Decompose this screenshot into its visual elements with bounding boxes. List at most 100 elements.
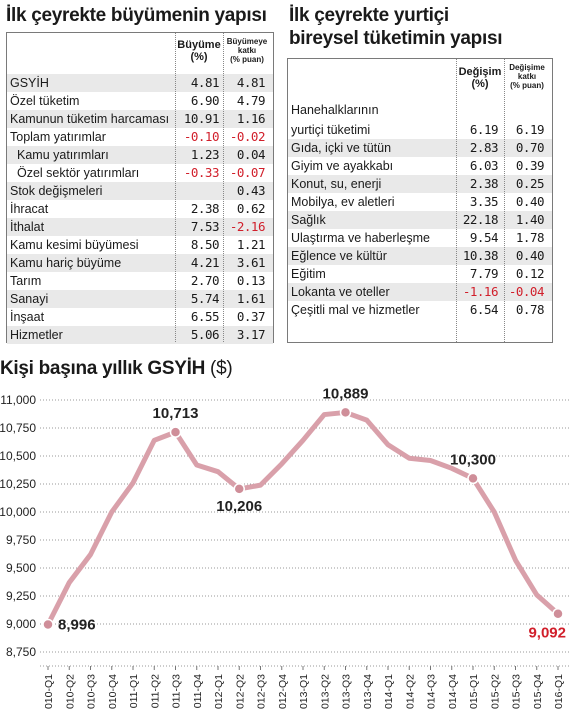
row-label: Giyim ve ayakkabı <box>291 159 394 173</box>
chart-title-text: Kişi başına yıllık GSYİH <box>0 358 206 379</box>
row-value: -1.16 <box>462 284 499 299</box>
table-row: Giyim ve ayakkabı 6.03 0.39 <box>288 157 552 175</box>
row-value: 7.53 <box>190 219 220 234</box>
row-label: Kamu kesimi büyümesi <box>10 238 139 252</box>
col-divider <box>175 33 176 342</box>
row-label: Konut, su, enerji <box>291 177 382 191</box>
table-row: İthalat 7.53 -2.16 <box>7 218 273 236</box>
row-label: Kamu yatırımları <box>17 148 109 162</box>
row-label: yurtiçi tüketimi <box>291 123 371 137</box>
row-label: Özel tüketim <box>10 94 80 108</box>
data-label: 8,996 <box>58 616 96 633</box>
data-point-marker <box>42 618 54 631</box>
data-label: 10,300 <box>450 451 496 468</box>
table-row: Konut, su, enerji 2.38 0.25 <box>288 175 552 193</box>
row-value: 2.70 <box>190 273 220 288</box>
chart-title: Kişi başına yıllık GSYİH ($) <box>0 358 233 380</box>
table-row: Stok değişmeleri 0.43 <box>7 182 273 200</box>
row-value: 7.79 <box>469 266 499 281</box>
row-value: 6.55 <box>190 309 220 324</box>
row-label: İthalat <box>10 220 45 234</box>
table-row: İnşaat 6.55 0.37 <box>7 308 273 326</box>
row-label: Toplam yatırımlar <box>10 130 106 144</box>
table-row: Gıda, içki ve tütün 2.83 0.70 <box>288 139 552 157</box>
row-label: İnşaat <box>10 310 45 324</box>
table-row: yurtiçi tüketimi 6.19 6.19 <box>288 121 552 139</box>
row-contribution: -2.16 <box>229 219 266 234</box>
row-label: Sanayi <box>10 292 49 306</box>
table-row: Kamunun tüketim harcaması 10.91 1.16 <box>7 110 273 128</box>
row-label: Hizmetler <box>10 328 63 342</box>
col-divider <box>504 59 505 342</box>
growth-structure-title: İlk çeyrekte büyümenin yapısı <box>6 5 267 26</box>
growth-rows: GSYİH 4.81 4.81 Özel tüketim 6.90 4.79 Kamunun… <box>7 74 273 344</box>
row-contribution: 0.04 <box>236 147 266 162</box>
row-contribution: 0.12 <box>515 266 545 281</box>
consumption-structure-table: Değişim (%) Değişime katkı (% puan) Hane… <box>287 58 553 343</box>
x-tick-label: 015-Q3 <box>511 674 523 709</box>
row-contribution: 0.37 <box>236 309 266 324</box>
y-tick-label: 10,750 <box>0 421 36 435</box>
table-row: Kamu hariç büyüme 4.21 3.61 <box>7 254 273 272</box>
x-tick-label: 013-Q4 <box>362 674 374 709</box>
row-value: 6.03 <box>469 158 499 173</box>
row-label: Tarım <box>10 274 42 288</box>
x-tick-label: 015-Q2 <box>489 674 501 709</box>
row-contribution: 0.40 <box>515 248 545 263</box>
row-value: 10.38 <box>462 248 499 263</box>
table-row: Sağlık 22.18 1.40 <box>288 211 552 229</box>
consumption-structure-panel: İlk çeyrekte yurtiçi bireysel tüketimin … <box>283 0 571 345</box>
growth-structure-panel: İlk çeyrekte büyümenin yapısı Büyüme (%)… <box>0 0 278 345</box>
row-contribution: 1.78 <box>515 230 545 245</box>
table-row: Eğitim 7.79 0.12 <box>288 265 552 283</box>
x-tick-label: 014-Q3 <box>426 674 438 709</box>
x-tick-label: 014-Q4 <box>447 674 459 709</box>
consumption-structure-title: İlk çeyrekte yurtiçi bireysel tüketimin … <box>289 5 503 49</box>
row-label: Özel sektör yatırımları <box>17 166 140 180</box>
data-label: 10,889 <box>323 385 369 402</box>
row-contribution: 1.40 <box>515 212 545 227</box>
row-label: Gıda, içki ve tütün <box>291 141 392 155</box>
x-tick-label: 010-Q1 <box>43 674 55 709</box>
y-tick-label: 9,000 <box>6 617 36 631</box>
y-tick-label: 10,000 <box>0 505 36 519</box>
col-divider <box>456 59 457 342</box>
x-tick-label: 010-Q4 <box>107 674 119 709</box>
data-point-marker <box>552 607 564 620</box>
table-row: İhracat 2.38 0.62 <box>7 200 273 218</box>
row-contribution: 3.61 <box>236 255 266 270</box>
x-tick-label: 015-Q1 <box>468 674 480 709</box>
x-tick-label: 015-Q4 <box>532 674 544 709</box>
row-contribution: 0.62 <box>236 201 266 216</box>
row-contribution: 0.13 <box>236 273 266 288</box>
row-label: GSYİH <box>10 76 49 90</box>
row-value: 2.38 <box>190 201 220 216</box>
row-contribution: -0.04 <box>508 284 545 299</box>
x-tick-label: 011-Q1 <box>128 674 140 708</box>
row-contribution: -0.02 <box>229 129 266 144</box>
y-tick-label: 11,000 <box>0 393 36 407</box>
table-row: Ulaştırma ve haberleşme 9.54 1.78 <box>288 229 552 247</box>
x-tick-label: 013-Q3 <box>341 674 353 709</box>
table-row: Hanehalklarının <box>288 101 552 119</box>
row-label: Eğitim <box>291 267 326 281</box>
x-tick-label: 012-Q3 <box>256 674 268 709</box>
row-contribution: 0.40 <box>515 194 545 209</box>
y-tick-label: 8,750 <box>6 645 36 659</box>
row-value: 1.23 <box>190 147 220 162</box>
row-contribution: 0.25 <box>515 176 545 191</box>
row-contribution: 4.81 <box>236 75 266 90</box>
table-row: Kamu yatırımları 1.23 0.04 <box>7 146 273 164</box>
x-tick-label: 014-Q2 <box>404 674 416 709</box>
series-line <box>45 409 561 627</box>
x-tick-label: 016-Q1 <box>553 674 565 709</box>
table-row: Mobilya, ev aletleri 3.35 0.40 <box>288 193 552 211</box>
row-contribution: 0.43 <box>236 183 266 198</box>
x-tick-label: 012-Q1 <box>213 674 225 709</box>
row-value: 6.90 <box>190 93 220 108</box>
row-value: 5.74 <box>190 291 220 306</box>
data-point-marker <box>467 472 479 485</box>
row-value: 8.50 <box>190 237 220 252</box>
row-contribution: 0.70 <box>515 140 545 155</box>
y-tick-label: 10,250 <box>0 477 36 491</box>
